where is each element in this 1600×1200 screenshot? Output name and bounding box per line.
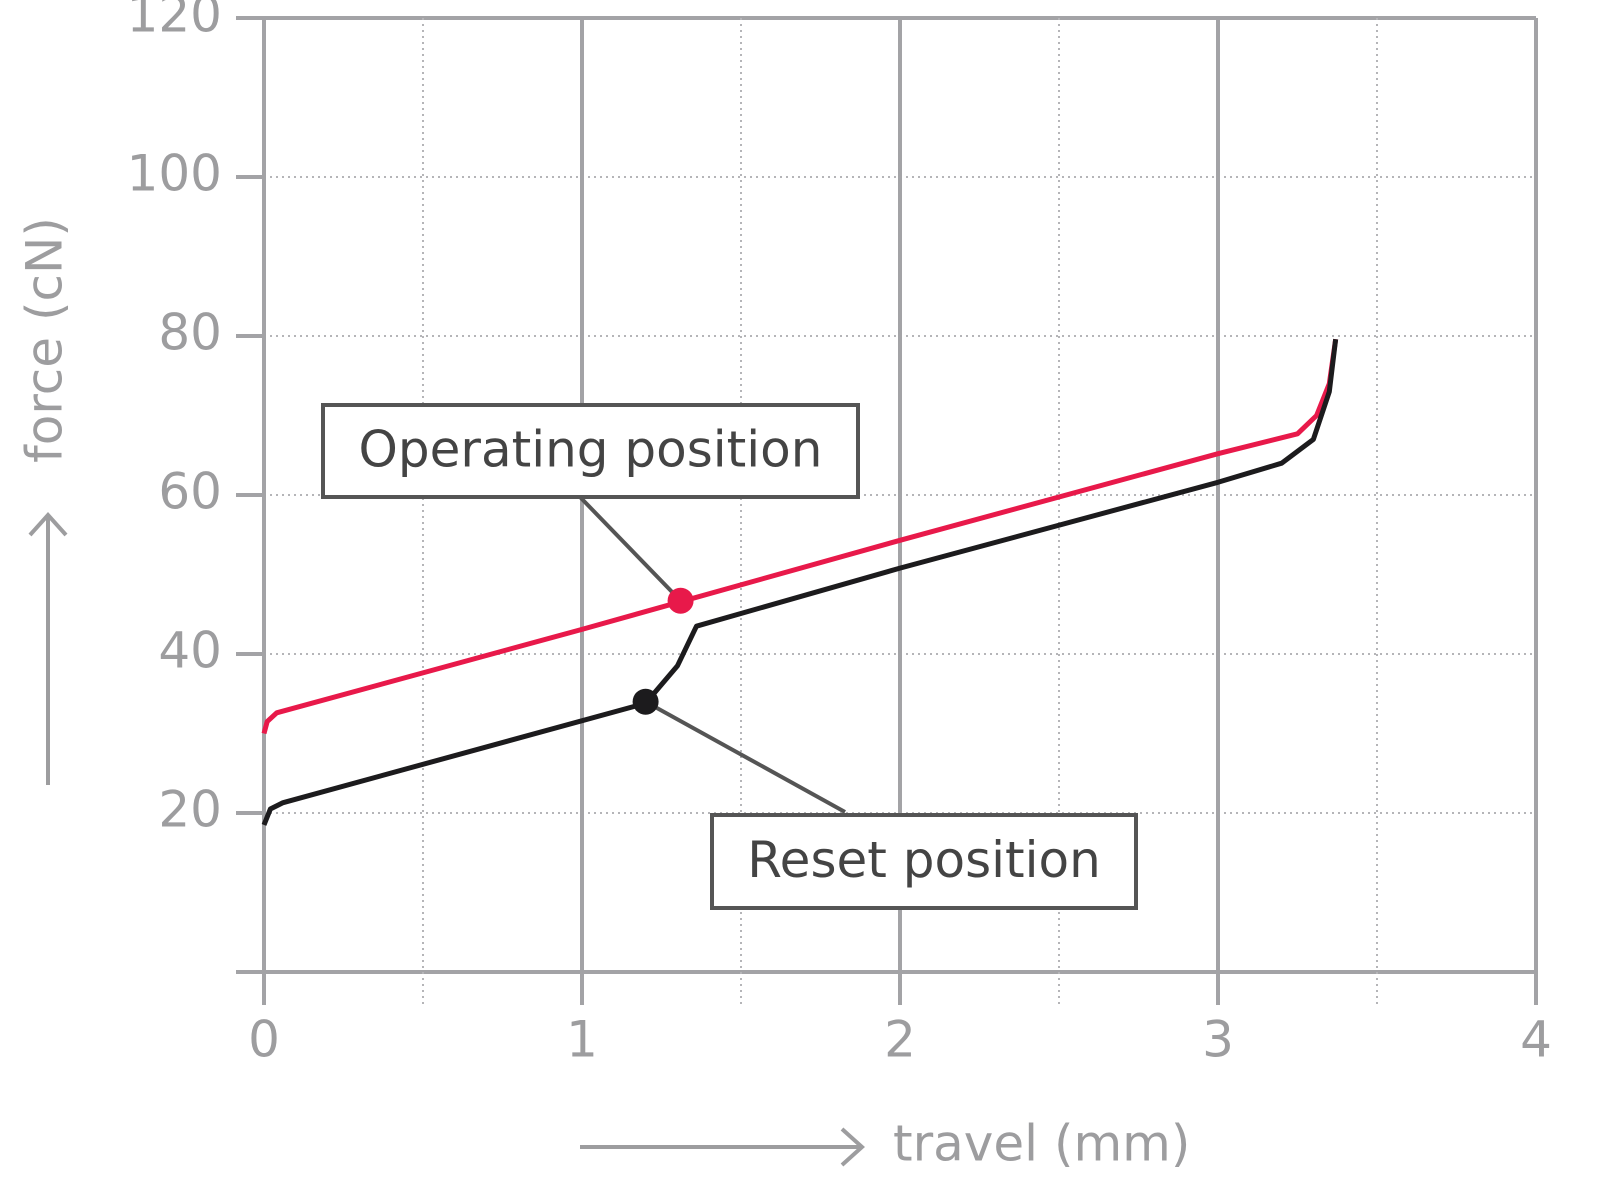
point-marker [632, 688, 659, 715]
x-arrowhead [840, 1127, 865, 1167]
x-axis-label: travel (mm) [893, 1115, 1190, 1173]
series-line [261, 338, 1339, 826]
x-tick-label: 2 [884, 1011, 916, 1069]
point-marker [667, 587, 694, 614]
x-tick-label: 4 [1520, 1011, 1552, 1069]
y-tick-label: 100 [127, 145, 222, 203]
y-tick-label: 80 [158, 304, 222, 362]
series-line [261, 338, 1339, 735]
x-tick-label: 0 [248, 1011, 280, 1069]
annotation-box [710, 813, 1138, 910]
y-arrowhead [28, 512, 68, 537]
y-tick-label: 40 [158, 622, 222, 680]
annotation-box [321, 403, 860, 499]
y-tick-label: 20 [158, 781, 222, 839]
x-tick-label: 3 [1202, 1011, 1234, 1069]
leader-line [644, 699, 846, 814]
y-tick-label: 60 [158, 463, 222, 521]
annotation-text: Operating position [359, 421, 823, 479]
y-tick-label: 120 [127, 0, 222, 44]
y-axis-label: force (cN) [16, 217, 74, 463]
annotation-text: Reset position [747, 831, 1101, 889]
x-tick-label: 1 [566, 1011, 598, 1069]
leader-line [578, 495, 683, 603]
